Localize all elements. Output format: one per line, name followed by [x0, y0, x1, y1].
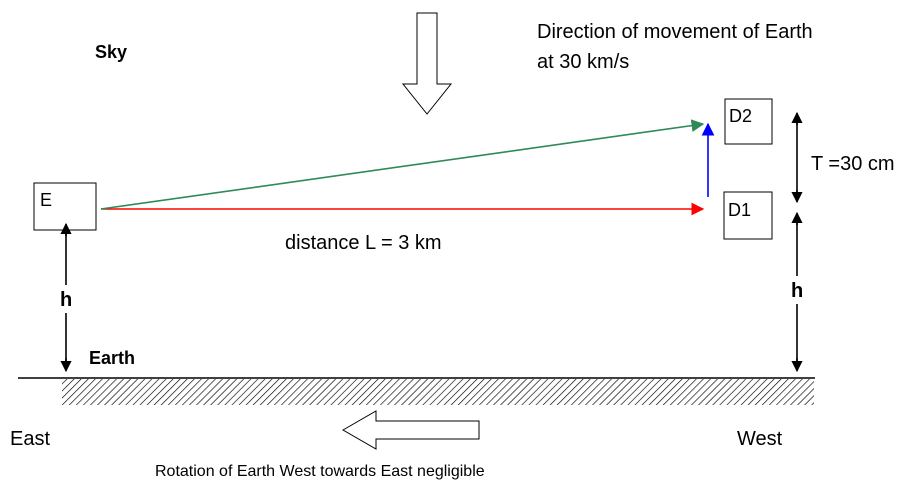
detector-d1-box	[723, 191, 773, 240]
distance-label: distance L = 3 km	[285, 232, 442, 254]
right-h-gap	[788, 276, 806, 304]
left-h-gap	[57, 285, 75, 313]
hollow-down-arrow-icon	[401, 12, 453, 115]
west-label: West	[737, 428, 783, 450]
sky-label: Sky	[95, 42, 127, 62]
rotation-caption: Rotation of Earth West towards East negl…	[155, 463, 485, 480]
movement-label-line1: Direction of movement of Earth	[537, 21, 813, 43]
green-beam	[100, 119, 705, 210]
earth-ground-hatch	[62, 379, 814, 405]
left-h-label: h	[60, 289, 72, 311]
hollow-left-arrow-icon	[341, 410, 480, 450]
detector-d1-label: D1	[728, 200, 751, 220]
emitter-label: E	[40, 190, 52, 210]
movement-label-line2: at 30 km/s	[537, 51, 629, 73]
east-label: East	[10, 428, 50, 450]
separation-label: T =30 cm	[811, 153, 895, 175]
earth-label: Earth	[89, 348, 135, 368]
emitter-box	[33, 182, 97, 231]
right-h-label: h	[791, 280, 803, 302]
detector-d2-box	[724, 98, 773, 145]
detector-d2-label: D2	[729, 106, 752, 126]
